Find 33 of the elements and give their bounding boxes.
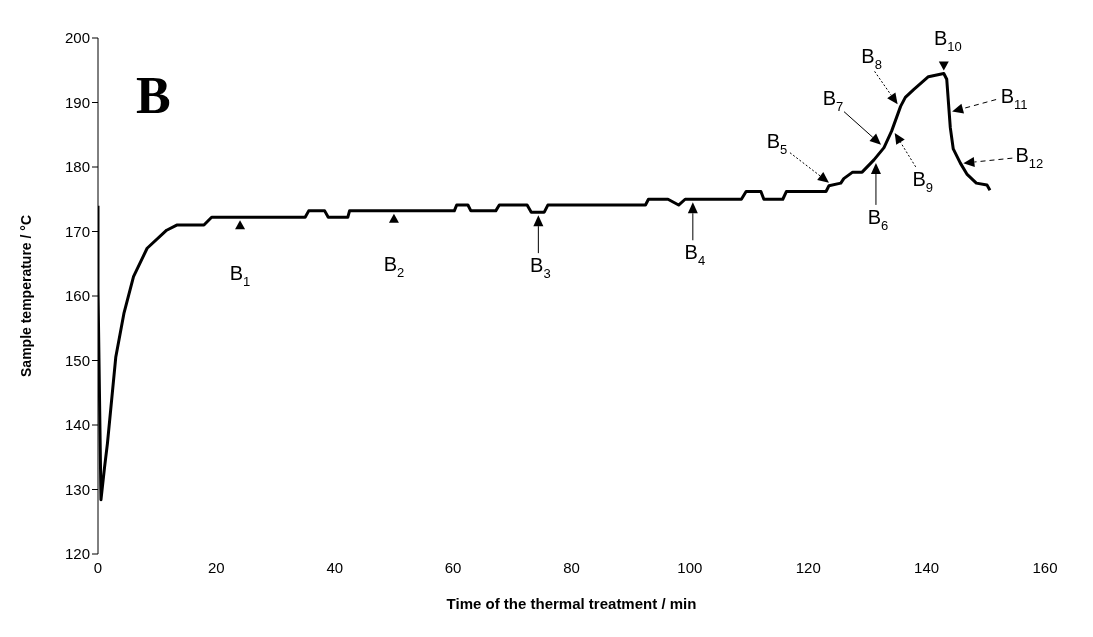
x-tick-label: 0 bbox=[93, 558, 103, 576]
y-tick-label: 200 bbox=[64, 29, 90, 47]
annotation: B$_{5}$ bbox=[766, 129, 788, 157]
y-tick-label: 140 bbox=[64, 416, 90, 434]
annotation: B$_{10}$ bbox=[933, 27, 962, 55]
annotation: B$_{7}$ bbox=[822, 86, 844, 114]
annotation: B$_{8}$ bbox=[861, 45, 882, 73]
y-tick-label: 150 bbox=[64, 351, 90, 369]
annotation: B$_{4}$ bbox=[684, 241, 706, 269]
x-tick-label: 20 bbox=[208, 558, 225, 576]
y-tick-label: 170 bbox=[64, 222, 90, 240]
y-tick-label: 180 bbox=[64, 158, 90, 176]
y-tick-label: 190 bbox=[64, 93, 90, 111]
y-axis-title: Sample temperature / °C bbox=[17, 215, 34, 377]
x-tick-label: 160 bbox=[1032, 558, 1058, 576]
y-tick-label: 120 bbox=[64, 545, 90, 563]
x-tick-label: 40 bbox=[326, 558, 344, 576]
x-tick-label: 140 bbox=[914, 558, 940, 576]
x-tick-label: 120 bbox=[795, 558, 821, 576]
x-tick-label: 60 bbox=[444, 558, 462, 576]
x-tick-label: 80 bbox=[563, 558, 580, 576]
annotation: B$_{2}$ bbox=[383, 253, 405, 280]
y-tick-label: 130 bbox=[64, 480, 90, 498]
annotation: B$_{12}$ bbox=[1015, 144, 1044, 172]
annotation: B$_{11}$ bbox=[1000, 84, 1028, 112]
annotation: B$_{6}$ bbox=[867, 206, 889, 233]
y-tick-label: 160 bbox=[64, 287, 90, 305]
x-tick-label: 100 bbox=[677, 558, 703, 576]
annotation: B$_{9}$ bbox=[912, 168, 933, 195]
text: B bbox=[136, 66, 171, 125]
x-axis-title: Time of the thermal treatment / min bbox=[446, 595, 697, 612]
annotation: B$_{3}$ bbox=[530, 254, 551, 282]
annotation: B$_{1}$ bbox=[229, 262, 251, 290]
